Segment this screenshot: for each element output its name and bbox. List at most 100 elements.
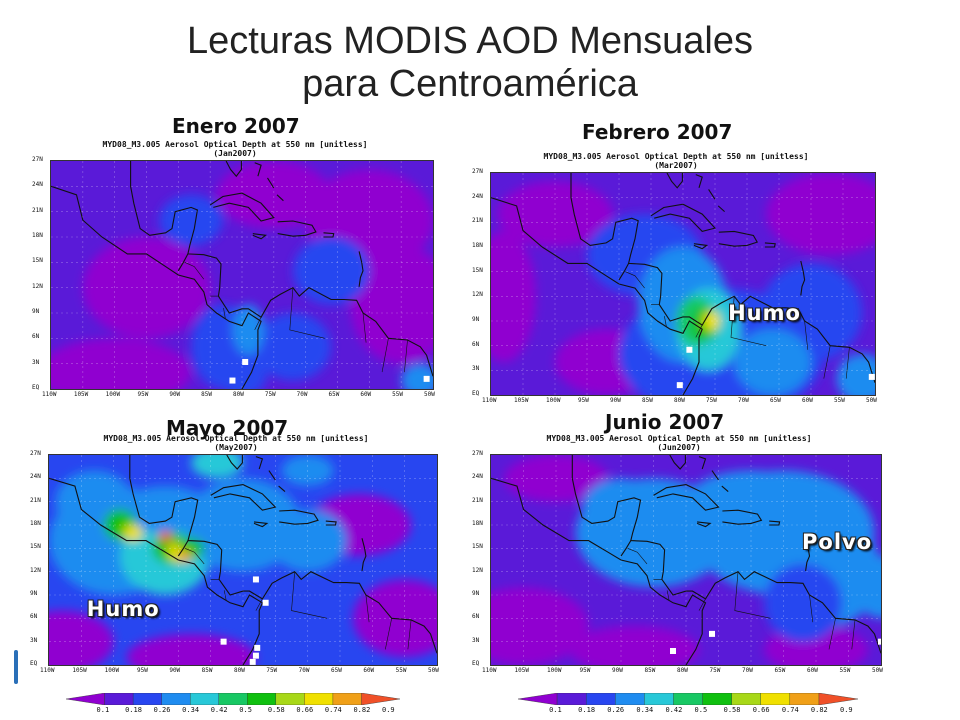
coastline — [828, 618, 836, 650]
lon-tick-label: 80W — [233, 391, 244, 398]
missing-data-cell — [220, 638, 227, 645]
missing-data-cell — [878, 638, 881, 645]
lon-tick-label: 95W — [578, 397, 589, 404]
lon-tick-label: 100W — [547, 667, 562, 674]
lon-tick-label: 90W — [610, 397, 621, 404]
coastline — [184, 548, 205, 565]
coastline — [49, 477, 264, 665]
aod-field-patch — [582, 478, 660, 541]
plot-subtitle: (Jun2007) — [657, 443, 701, 452]
coastline — [325, 520, 337, 526]
colorbar-tick-label: 0.5 — [239, 706, 252, 714]
coastline — [653, 484, 720, 511]
colorbar-segment — [702, 692, 733, 706]
aod-field-patch — [159, 194, 223, 246]
lat-tick-label: 18N — [30, 520, 41, 527]
lat-tick-label: 3N — [32, 358, 40, 366]
colorbar-segment — [644, 692, 675, 706]
coastline — [362, 312, 367, 343]
aod-map-panel-mar: MYD08_M3.005 Aerosol Optical Depth at 55… — [470, 150, 882, 412]
lat-tick-label: 9N — [30, 590, 38, 597]
lat-tick-label: 15N — [30, 543, 41, 551]
lat-tick-label: 24N — [32, 181, 43, 189]
lon-tick-label: 70W — [298, 667, 310, 674]
colorbar-tick-label: 0.66 — [296, 706, 314, 714]
lon-tick-label: 60W — [807, 667, 818, 674]
colorbar-segment — [731, 692, 762, 706]
colorbar-segment — [132, 692, 163, 706]
lon-tick-label: 65W — [331, 667, 342, 674]
aod-field-patch — [766, 173, 875, 256]
slide-title-line2: para Centroamérica — [302, 63, 638, 105]
coastline — [252, 233, 268, 240]
lat-tick-label: 21N — [30, 496, 41, 504]
lon-tick-label: 70W — [742, 667, 753, 674]
lon-tick-label: 110W — [40, 667, 55, 674]
lon-tick-label: 50W — [424, 391, 435, 398]
missing-data-cell — [676, 382, 683, 389]
coastline — [184, 262, 205, 280]
lat-tick-label: 27N — [472, 168, 483, 175]
aod-field-patch — [401, 363, 433, 389]
coastline — [708, 189, 716, 200]
lon-tick-label: 65W — [774, 667, 786, 674]
colorbar-tick-label: 0.18 — [125, 706, 142, 714]
lat-tick-label: 9N — [472, 590, 480, 597]
plot-subtitle: (Jan2007) — [213, 149, 257, 158]
coastline — [276, 194, 284, 202]
coastline — [223, 307, 226, 319]
coastline — [209, 192, 275, 222]
slide-title-line1: Lecturas MODIS AOD Mensuales — [187, 20, 753, 62]
aod-map-panel-jan: MYD08_M3.005 Aerosol Optical Depth at 55… — [30, 138, 440, 406]
aod-field-patch — [491, 230, 536, 363]
aod-map — [50, 160, 434, 390]
aod-field-patch — [734, 329, 811, 395]
plot-title: MYD08_M3.005 Aerosol Optical Depth at 55… — [543, 152, 809, 161]
lat-tick-label: 6N — [472, 340, 480, 348]
lat-tick-label: EQ — [472, 390, 480, 397]
lat-tick-label: EQ — [30, 660, 38, 667]
coastline — [177, 253, 189, 272]
coastline — [254, 317, 262, 331]
coastline — [805, 538, 811, 571]
coastline — [279, 509, 319, 525]
colorbar-segment — [517, 692, 558, 706]
colorbar-segment — [65, 692, 105, 706]
lon-tick-label: 100W — [105, 391, 121, 398]
colorbar-tick-label: 0.34 — [182, 706, 200, 714]
colorbar-tick-label: 0.9 — [382, 706, 395, 714]
lon-tick-label: 75W — [264, 391, 276, 398]
plot-title: MYD08_M3.005 Aerosol Optical Depth at 55… — [103, 434, 369, 443]
colorbar-tick-label: 0.9 — [840, 706, 853, 714]
coastline — [666, 173, 683, 189]
coastline — [358, 251, 364, 287]
coastline — [385, 618, 392, 650]
missing-data-cell — [242, 358, 249, 365]
aod-field-patch — [49, 610, 114, 665]
lat-tick-label: 21N — [32, 206, 43, 214]
coastline — [823, 345, 831, 379]
lon-tick-label: 60W — [363, 667, 375, 674]
coastline — [267, 177, 275, 189]
missing-data-cell — [252, 652, 259, 659]
lat-tick-label: 3N — [472, 365, 480, 373]
missing-data-cell — [249, 658, 256, 665]
aod-field-patch — [254, 313, 332, 381]
aod-field-patch — [497, 181, 613, 247]
lat-tick-label: 15N — [472, 543, 483, 551]
lon-tick-label: 65W — [770, 397, 781, 404]
map-annotation: Humo — [86, 596, 160, 621]
colorbar-tick-label: 0.34 — [636, 706, 654, 714]
coastline — [809, 594, 814, 623]
aod-map — [490, 172, 876, 396]
coastline — [381, 338, 389, 373]
coastline — [177, 540, 189, 557]
coastline — [365, 594, 370, 623]
lon-tick-label: 110W — [482, 397, 497, 404]
colorbar-tick-label: 0.74 — [324, 706, 342, 714]
coastline — [225, 161, 242, 178]
aod-field-patch — [491, 587, 589, 665]
lon-tick-label: 85W — [644, 667, 656, 674]
lon-tick-label: 100W — [546, 397, 561, 404]
lon-tick-label: 55W — [834, 397, 845, 404]
